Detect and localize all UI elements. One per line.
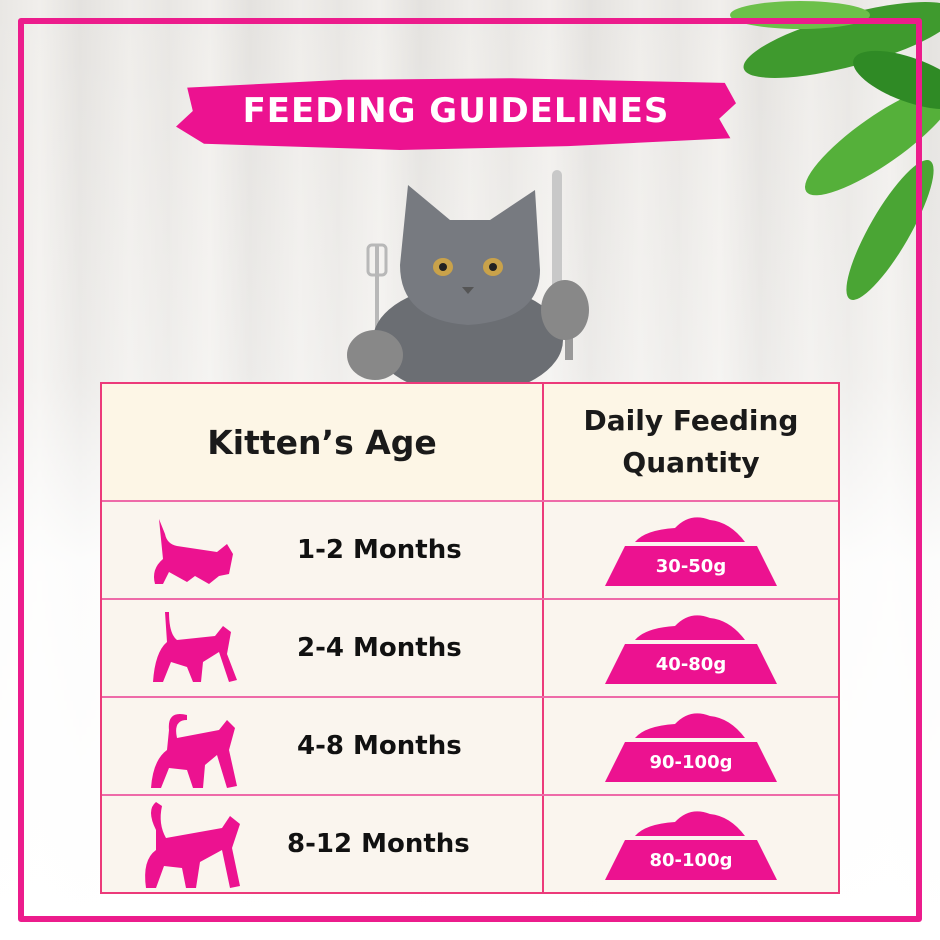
- cat-standing-icon: [145, 802, 240, 888]
- page-title: FEEDING GUIDELINES: [242, 91, 670, 131]
- header-kittens-age: Kitten’s Age: [102, 384, 544, 500]
- age-label: 8-12 Months: [287, 829, 470, 859]
- food-bowl-icon: 30-50g: [605, 512, 777, 588]
- cat-walking-icon: [151, 714, 237, 788]
- kitten-crouching-icon: [154, 519, 233, 584]
- feeding-table: Kitten’s Age Daily Feeding Quantity 1-2 M…: [100, 382, 840, 894]
- pink-frame: [18, 18, 922, 922]
- kitten-with-cutlery-image: [347, 170, 589, 385]
- food-bowl-icon: 40-80g: [605, 610, 777, 686]
- table-row: 1-2 Months 30-50g: [102, 500, 838, 598]
- header-daily-quantity: Daily Feeding Quantity: [544, 384, 838, 500]
- table-header: Kitten’s Age Daily Feeding Quantity: [102, 384, 838, 500]
- food-bowl-icon: 90-100g: [605, 708, 777, 784]
- quantity-label: 30-50g: [655, 556, 727, 577]
- table-row: 8-12 Months 80-100g: [102, 794, 838, 892]
- header-line-1: Daily Feeding: [583, 404, 799, 437]
- quantity-label: 80-100g: [649, 850, 733, 871]
- age-label: 2-4 Months: [297, 633, 462, 663]
- title-banner: FEEDING GUIDELINES: [176, 78, 736, 150]
- header-line-2: Quantity: [622, 446, 760, 479]
- age-label: 1-2 Months: [297, 535, 462, 565]
- age-label: 4-8 Months: [297, 731, 462, 761]
- quantity-label: 40-80g: [655, 654, 727, 675]
- table-row: 4-8 Months 90-100g: [102, 696, 838, 794]
- quantity-label: 90-100g: [649, 752, 733, 773]
- table-row: 2-4 Months 40-80g: [102, 598, 838, 696]
- food-bowl-icon: 80-100g: [605, 806, 777, 882]
- kitten-walking-icon: [153, 612, 237, 682]
